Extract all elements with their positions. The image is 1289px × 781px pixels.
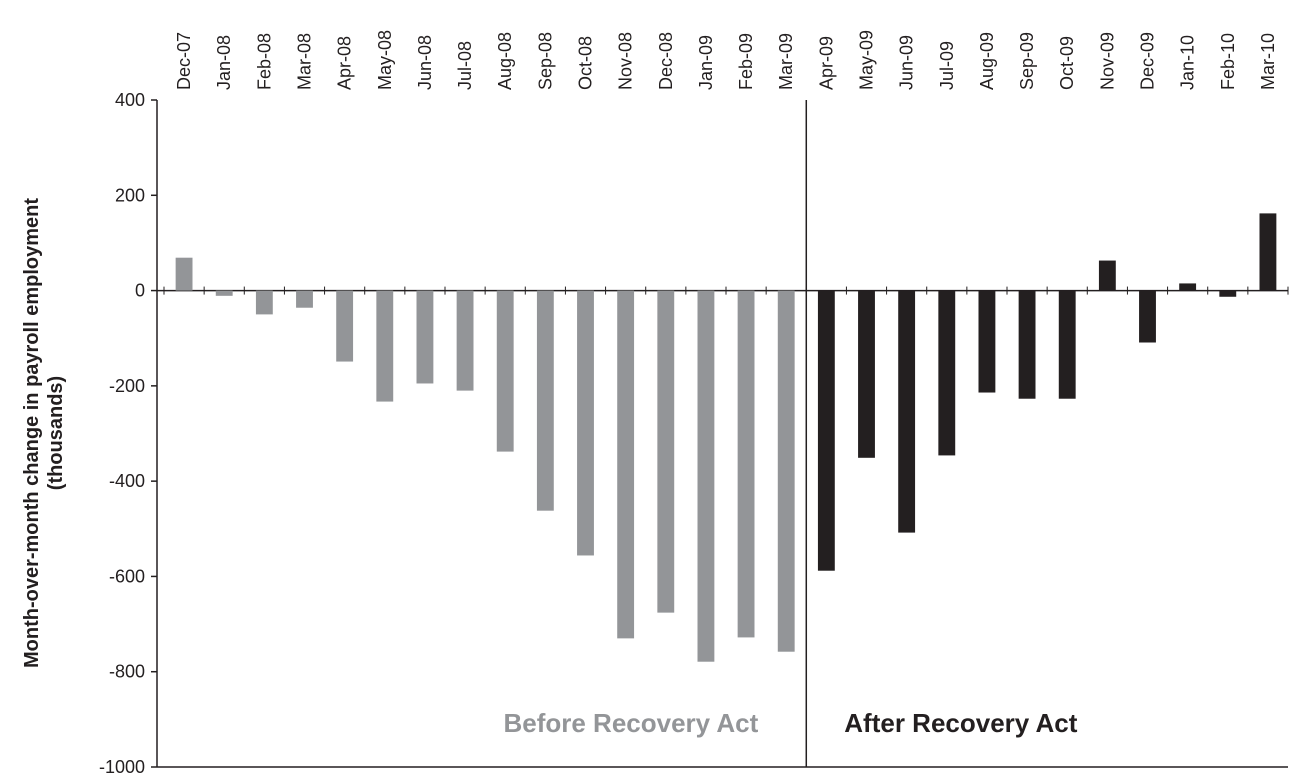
bar [376, 290, 394, 402]
bar [1018, 290, 1036, 399]
x-tick-label: Apr-09 [816, 36, 836, 90]
x-tick-label: Jul-09 [937, 41, 957, 90]
y-axis-title-line: Month-over-month change in payroll emplo… [21, 198, 43, 668]
bar [215, 290, 233, 296]
x-tick-label: Jan-09 [696, 35, 716, 90]
bar [1058, 290, 1076, 399]
bar [697, 290, 715, 662]
y-tick-label: -800 [109, 662, 145, 682]
x-tick-label: Aug-09 [977, 32, 997, 90]
x-tick-label: May-09 [857, 30, 877, 90]
annotation: Before Recovery Act [503, 708, 758, 738]
x-tick-label: May-08 [375, 30, 395, 90]
bar [617, 290, 635, 639]
y-tick-label: 0 [135, 281, 145, 301]
x-tick-label: Jan-10 [1178, 35, 1198, 90]
bar [1179, 283, 1197, 291]
x-tick-label: Dec-08 [656, 32, 676, 90]
x-tick-label: Oct-09 [1057, 36, 1077, 90]
annotation: After Recovery Act [844, 708, 1077, 738]
bar [175, 257, 193, 291]
bar [536, 290, 554, 511]
x-tick-label: Feb-08 [254, 33, 274, 90]
x-tick-label: Jul-08 [455, 41, 475, 90]
x-tick-label: Jun-09 [897, 35, 917, 90]
bar [978, 290, 996, 393]
x-tick-label: Feb-10 [1218, 33, 1238, 90]
y-tick-label: -600 [109, 566, 145, 586]
x-tick-label: Jun-08 [415, 35, 435, 90]
bar [296, 290, 313, 308]
y-tick-label: -400 [109, 471, 145, 491]
x-tick-label: Aug-08 [495, 32, 515, 90]
bar [255, 290, 273, 315]
bar [777, 290, 795, 652]
x-tick-label: Mar-10 [1258, 33, 1278, 90]
bar [817, 290, 835, 571]
x-tick-label: Sep-09 [1017, 32, 1037, 90]
x-tick-label: Sep-08 [535, 32, 555, 90]
x-tick-label: Jan-08 [214, 35, 234, 90]
bar [456, 290, 474, 391]
bar [1098, 260, 1116, 291]
x-tick-label: Mar-08 [295, 33, 315, 90]
bar [577, 290, 594, 556]
y-axis-title: Month-over-month change in payroll emplo… [21, 198, 67, 668]
x-tick-label: Oct-08 [576, 36, 596, 90]
bar [898, 290, 916, 533]
bar [1219, 290, 1237, 297]
y-tick-label: 400 [115, 90, 145, 110]
bar [1259, 213, 1277, 291]
x-tick-label: Dec-07 [174, 32, 194, 90]
bar [938, 290, 956, 456]
bar [1139, 290, 1156, 343]
y-tick-label: 200 [115, 185, 145, 205]
bar [496, 290, 514, 452]
x-tick-label: Nov-08 [616, 32, 636, 90]
bar [657, 290, 675, 613]
y-axis-title-line: (thousands) [45, 376, 67, 490]
x-tick-label: Apr-08 [335, 36, 355, 90]
bar [416, 290, 434, 384]
y-tick-label: -200 [109, 376, 145, 396]
x-tick-label: Mar-09 [776, 33, 796, 90]
bar [858, 290, 875, 458]
x-tick-label: Nov-09 [1097, 32, 1117, 90]
x-tick-label: Dec-09 [1138, 32, 1158, 90]
y-tick-label: -1000 [99, 757, 145, 777]
bar [737, 290, 755, 638]
bar [336, 290, 354, 362]
x-tick-label: Feb-09 [736, 33, 756, 90]
